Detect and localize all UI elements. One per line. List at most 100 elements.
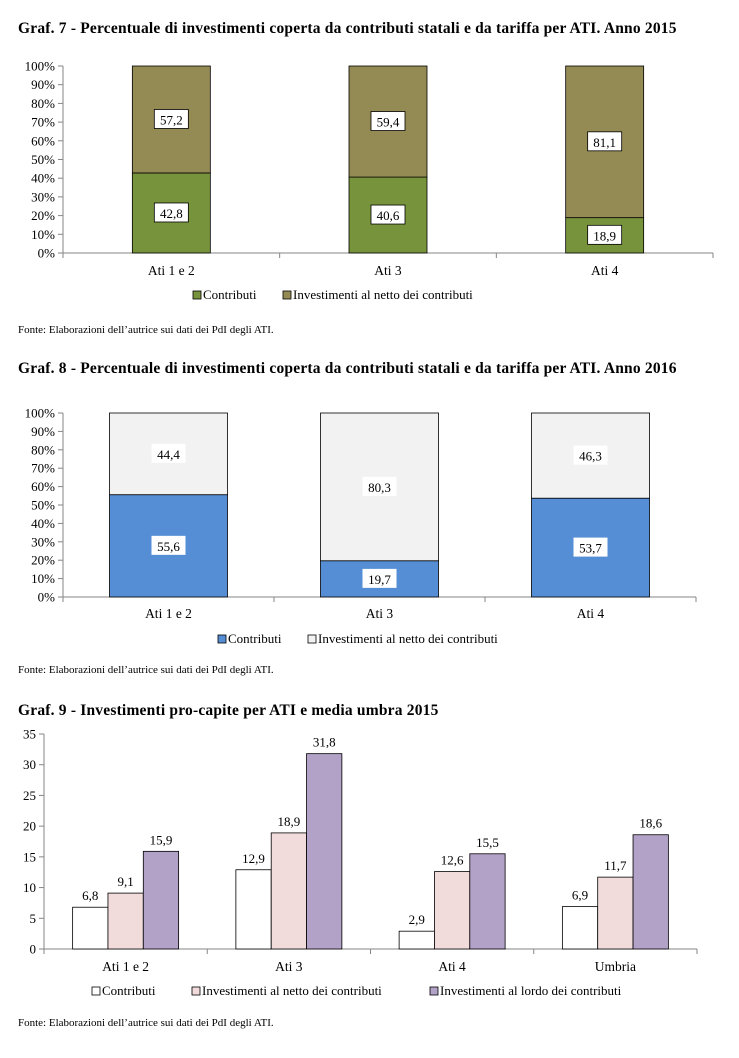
y-tick-label: 70% bbox=[31, 461, 55, 476]
bar-segment bbox=[109, 412, 228, 496]
legend-swatch bbox=[282, 290, 292, 300]
legend-swatch bbox=[217, 634, 227, 644]
category-label: Ati 1 e 2 bbox=[102, 959, 149, 974]
y-tick-label: 90% bbox=[31, 424, 55, 439]
category-label: Ati 3 bbox=[275, 959, 303, 974]
data-label: 6,9 bbox=[572, 888, 588, 903]
legend-label: Contributi bbox=[102, 983, 156, 998]
chart9-source: Fonte: Elaborazioni dell’autrice sui dat… bbox=[18, 1017, 274, 1029]
y-tick-label: 15 bbox=[23, 849, 36, 864]
y-tick-label: 25 bbox=[23, 788, 36, 803]
bar bbox=[142, 850, 180, 950]
y-tick-label: 10 bbox=[23, 880, 36, 895]
data-label: 15,9 bbox=[150, 832, 173, 847]
legend-swatch bbox=[429, 986, 439, 996]
bar bbox=[398, 930, 435, 950]
bar bbox=[235, 869, 272, 950]
category-label: Ati 4 bbox=[438, 959, 466, 974]
data-label: 12,6 bbox=[441, 853, 464, 868]
data-label-box bbox=[573, 537, 608, 557]
y-tick-label: 100% bbox=[25, 406, 56, 421]
category-label: Ati 3 bbox=[366, 606, 394, 621]
chart8-title: Graf. 8 - Percentuale di investimenti co… bbox=[18, 360, 677, 377]
y-tick-label: 100% bbox=[25, 59, 56, 74]
data-label-box bbox=[573, 445, 608, 465]
legend-label: Investimenti al lordo dei contributi bbox=[440, 983, 622, 998]
bar bbox=[107, 892, 144, 950]
data-label: 59,4 bbox=[377, 115, 400, 130]
legend-label: Investimenti al netto dei contributi bbox=[318, 631, 498, 646]
data-label: 18,6 bbox=[639, 816, 662, 831]
y-tick-label: 60% bbox=[31, 133, 55, 148]
legend-label: Investimenti al netto dei contributi bbox=[202, 983, 382, 998]
bar bbox=[561, 906, 599, 950]
legend-swatch bbox=[191, 986, 201, 996]
category-label: Ati 4 bbox=[591, 263, 619, 278]
y-tick-label: 20% bbox=[31, 208, 55, 223]
y-tick-label: 30% bbox=[31, 534, 55, 549]
y-tick-label: 20% bbox=[31, 553, 55, 568]
y-tick-label: 30% bbox=[31, 189, 55, 204]
legend-swatch bbox=[307, 634, 317, 644]
chart7-title: Graf. 7 - Percentuale di investimenti co… bbox=[18, 20, 677, 37]
y-tick-label: 35 bbox=[23, 727, 36, 742]
data-label: 19,7 bbox=[368, 572, 391, 587]
chart9-title: Graf. 9 - Investimenti pro-capite per AT… bbox=[18, 702, 439, 719]
y-tick-label: 30 bbox=[23, 757, 36, 772]
y-tick-label: 50% bbox=[31, 152, 55, 167]
y-tick-label: 10% bbox=[31, 227, 55, 242]
chart8-svg: 0% 10% 20% 30% 40% 50% 60% 70% 80% 90% 100% Ati 1 e… bbox=[25, 406, 697, 646]
data-label-box bbox=[370, 111, 406, 131]
y-tick-label: 60% bbox=[31, 479, 55, 494]
data-label-box bbox=[370, 204, 406, 225]
y-tick-label: 20 bbox=[23, 819, 36, 834]
data-label-box bbox=[362, 476, 397, 496]
data-label: 42,8 bbox=[160, 206, 183, 221]
legend-label: Contributi bbox=[203, 287, 257, 302]
data-label-box bbox=[151, 443, 186, 463]
data-label: 53,7 bbox=[579, 541, 602, 556]
chart7-svg: 0% 10% 20% 30% 40% 50% 60% 70% 80% 90% 100% Ati 1 e… bbox=[25, 59, 714, 302]
chart7-source: Fonte: Elaborazioni dell’autrice sui dat… bbox=[18, 324, 274, 336]
data-label: 6,8 bbox=[82, 888, 98, 903]
y-tick-label: 0% bbox=[38, 590, 56, 605]
category-label: Umbria bbox=[595, 959, 636, 974]
data-label: 18,9 bbox=[278, 814, 301, 829]
legend-swatch bbox=[91, 986, 101, 996]
data-label: 46,3 bbox=[579, 449, 602, 464]
legend-swatch bbox=[192, 290, 202, 300]
y-tick-label: 90% bbox=[31, 77, 55, 92]
category-label: Ati 3 bbox=[374, 263, 402, 278]
data-label: 15,5 bbox=[476, 835, 499, 850]
legend-label: Investimenti al netto dei contributi bbox=[293, 287, 473, 302]
data-label: 81,1 bbox=[593, 135, 616, 150]
data-label-box bbox=[153, 202, 189, 223]
data-label: 2,9 bbox=[409, 912, 425, 927]
category-label: Ati 1 e 2 bbox=[148, 263, 195, 278]
data-label: 55,6 bbox=[157, 539, 180, 554]
data-label: 40,6 bbox=[377, 208, 400, 223]
data-label: 31,8 bbox=[313, 735, 336, 750]
data-label-box bbox=[151, 535, 186, 555]
data-label-box bbox=[587, 224, 623, 245]
legend-label: Contributi bbox=[228, 631, 282, 646]
y-tick-label: 80% bbox=[31, 96, 55, 111]
data-label-box bbox=[153, 109, 189, 129]
chart9-svg: 0 5 10 15 20 25 30 35 Ati 1 e 2 6,8 9,1 15,9 Ati 3 12… bbox=[23, 727, 698, 998]
bar bbox=[434, 871, 471, 950]
data-label: 11,7 bbox=[604, 858, 627, 873]
bar bbox=[306, 753, 343, 950]
bar bbox=[270, 832, 307, 950]
bar bbox=[632, 834, 669, 950]
data-label: 18,9 bbox=[593, 228, 616, 243]
y-tick-label: 70% bbox=[31, 115, 55, 130]
y-tick-label: 10% bbox=[31, 571, 55, 586]
data-label: 57,2 bbox=[160, 112, 183, 127]
bar bbox=[72, 906, 109, 950]
data-label: 12,9 bbox=[242, 851, 265, 866]
data-label-box bbox=[587, 131, 623, 152]
chart8-source: Fonte: Elaborazioni dell’autrice sui dat… bbox=[18, 664, 274, 676]
bar bbox=[469, 853, 506, 950]
data-label: 80,3 bbox=[368, 480, 391, 495]
y-tick-label: 0 bbox=[30, 942, 37, 957]
